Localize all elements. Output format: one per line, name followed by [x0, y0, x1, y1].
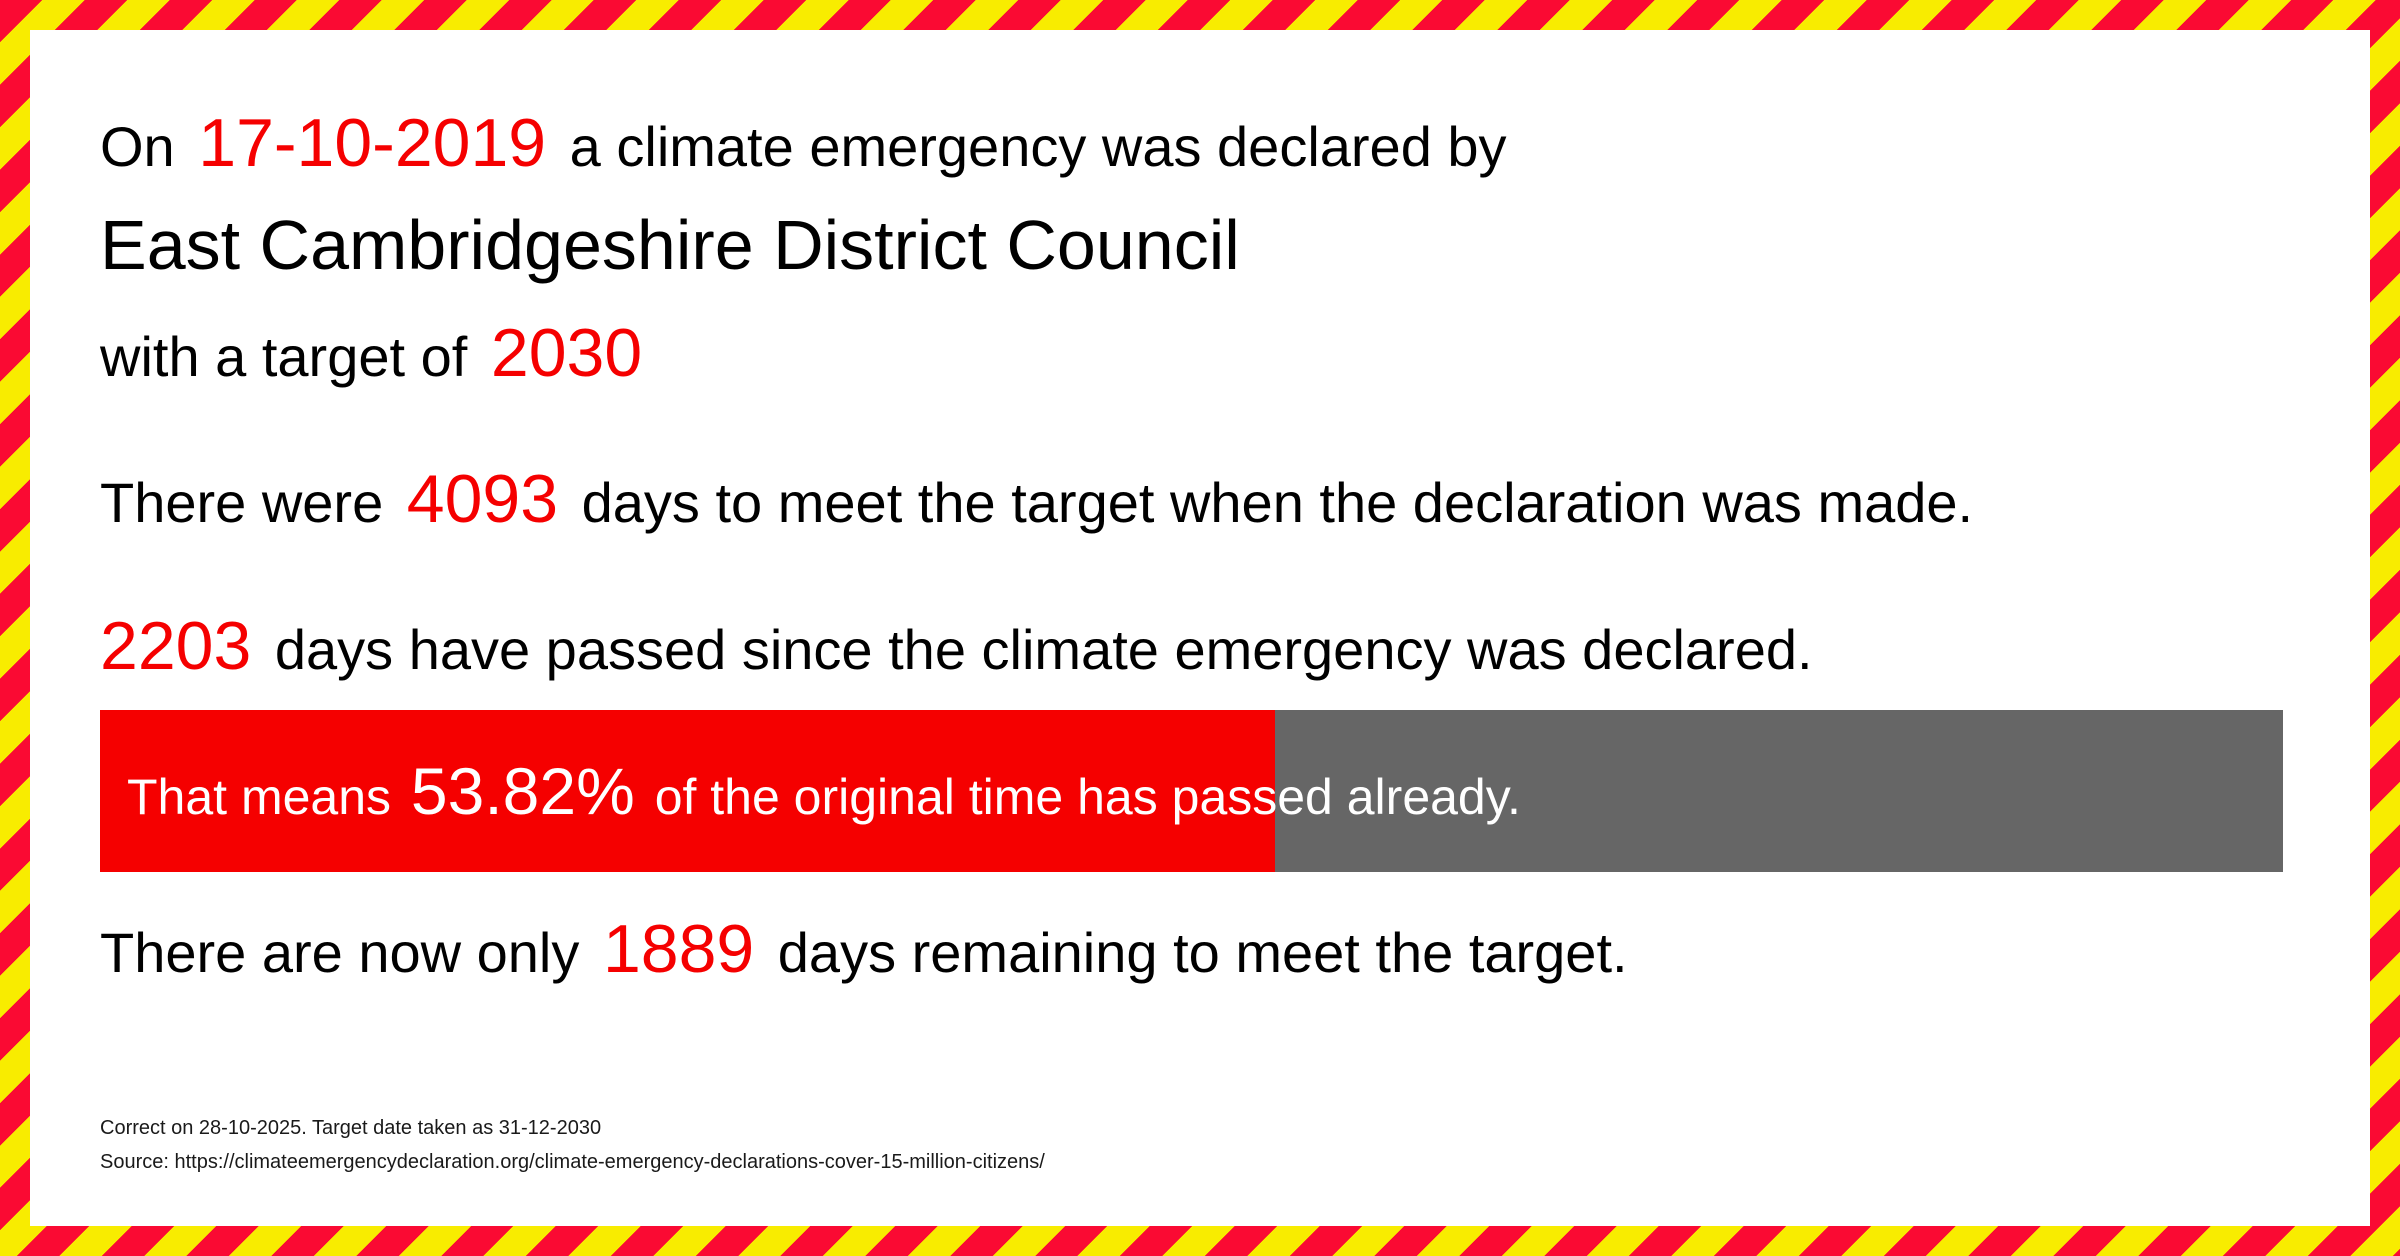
days-remaining-suffix: days remaining to meet the target.	[777, 921, 1628, 984]
progress-suffix: of the original time has passed already.	[654, 769, 1521, 825]
declaration-line: On 17-10-2019 a climate emergency was de…	[100, 106, 2350, 184]
days-passed-value: 2203	[100, 608, 252, 684]
footer-source: Source: https://climateemergencydeclarat…	[100, 1151, 1045, 1173]
progress-bar-label: That means 53.82% of the original time h…	[100, 710, 2283, 872]
footer-correct-on: Correct on 28-10-2025. Target date taken…	[100, 1117, 602, 1139]
progress-prefix: That means	[127, 769, 392, 825]
target-prefix: with a target of	[100, 325, 468, 388]
footer: Correct on 28-10-2025. Target date taken…	[100, 1111, 1045, 1179]
days-total-suffix: days to meet the target when the declara…	[581, 471, 1974, 534]
days-total-line: There were 4093 days to meet the target …	[100, 462, 2350, 540]
days-remaining-line: There are now only 1889 days remaining t…	[100, 912, 2350, 990]
days-remaining-value: 1889	[602, 911, 755, 987]
days-passed-suffix: days have passed since the climate emerg…	[274, 618, 1813, 681]
days-remaining-prefix: There are now only	[100, 921, 580, 984]
council-name: East Cambridgeshire District Council	[100, 206, 1240, 284]
progress-percent: 53.82%	[410, 754, 635, 828]
days-total-prefix: There were	[100, 471, 384, 534]
days-passed-line: 2203 days have passed since the climate …	[100, 609, 2350, 687]
target-line: with a target of 2030	[100, 316, 2350, 394]
content-area: On 17-10-2019 a climate emergency was de…	[30, 30, 2370, 1226]
target-year: 2030	[490, 315, 643, 391]
declaration-date: 17-10-2019	[198, 105, 547, 181]
progress-bar: That means 53.82% of the original time h…	[100, 710, 2283, 872]
days-total-value: 4093	[406, 461, 559, 537]
declaration-prefix: On	[100, 115, 175, 178]
declaration-suffix: a climate emergency was declared by	[569, 115, 1507, 178]
progress-bar-fill	[100, 710, 1275, 872]
